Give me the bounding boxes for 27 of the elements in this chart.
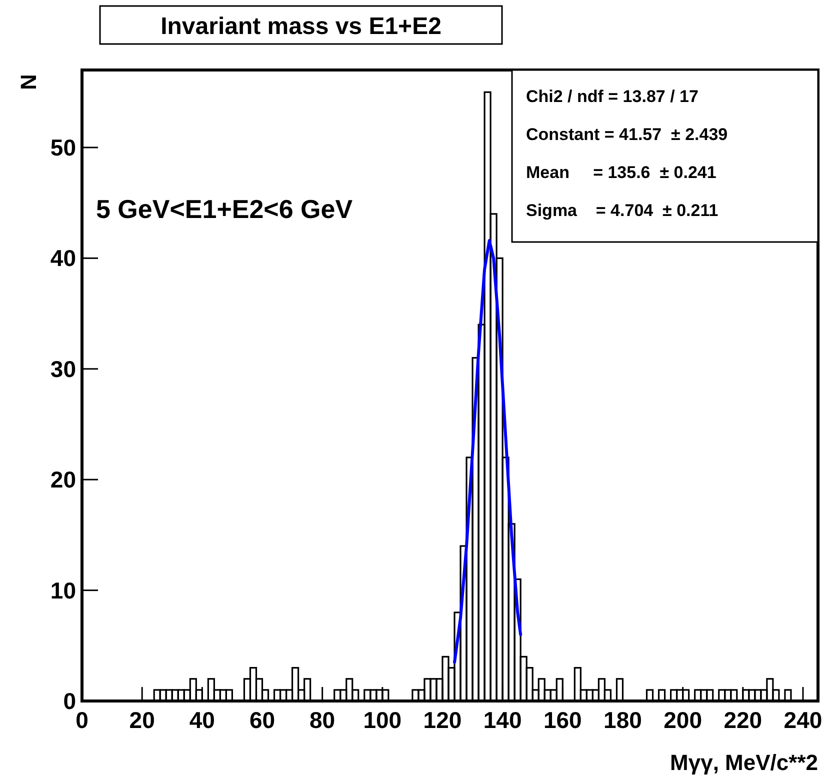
annotation: Chi2 / ndf = 13.87 / 17 bbox=[526, 87, 698, 106]
annotation: Constant = 41.57 ± 2.439 bbox=[526, 125, 728, 144]
x-tick-label: 220 bbox=[724, 707, 762, 733]
x-tick-label: 60 bbox=[249, 707, 276, 733]
annotation: 5 GeV<E1+E2<6 GeV bbox=[96, 194, 354, 224]
annotation: Mean = 135.6 ± 0.241 bbox=[526, 163, 716, 182]
x-tick-label: 20 bbox=[129, 707, 155, 733]
x-tick-label: 200 bbox=[664, 707, 702, 733]
x-tick-label: 180 bbox=[604, 707, 642, 733]
y-axis-title: N bbox=[16, 74, 41, 90]
x-tick-label: 240 bbox=[784, 707, 822, 733]
x-tick-label: 120 bbox=[423, 707, 462, 733]
x-tick-label: 100 bbox=[363, 707, 402, 733]
y-tick-label: 50 bbox=[50, 134, 76, 160]
x-axis-title: Mγγ, MeV/c**2 bbox=[670, 750, 818, 775]
y-tick-label: 10 bbox=[50, 577, 76, 604]
line-series bbox=[453, 238, 522, 664]
chart-title: Invariant mass vs E1+E2 bbox=[160, 13, 442, 40]
x-tick-label: 140 bbox=[483, 707, 522, 733]
y-tick-label: 40 bbox=[50, 245, 76, 272]
y-tick-label: 0 bbox=[63, 688, 76, 714]
annotation: Sigma = 4.704 ± 0.211 bbox=[526, 201, 718, 220]
y-tick-label: 20 bbox=[50, 466, 76, 493]
x-tick-label: 80 bbox=[310, 707, 336, 733]
x-tick-label: 40 bbox=[189, 707, 215, 733]
x-tick-label: 160 bbox=[543, 707, 582, 733]
y-tick-label: 30 bbox=[50, 356, 76, 382]
